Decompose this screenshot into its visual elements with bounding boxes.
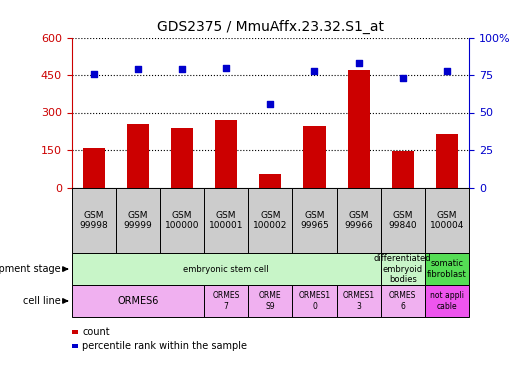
Text: ORME
S9: ORME S9 <box>259 291 281 310</box>
Text: GSM
99965: GSM 99965 <box>300 211 329 230</box>
Bar <box>381 253 425 285</box>
Bar <box>72 330 78 334</box>
Bar <box>381 188 425 253</box>
Bar <box>116 188 160 253</box>
Text: ORMES
7: ORMES 7 <box>213 291 240 310</box>
Bar <box>171 128 193 188</box>
Text: GSM
100001: GSM 100001 <box>209 211 243 230</box>
Text: GSM
99966: GSM 99966 <box>344 211 373 230</box>
Bar <box>293 285 337 317</box>
Text: development stage: development stage <box>0 264 61 274</box>
Bar <box>425 188 469 253</box>
Point <box>443 68 451 74</box>
Bar <box>259 174 281 188</box>
Bar <box>303 126 325 188</box>
Bar <box>392 150 414 188</box>
Bar <box>127 124 149 188</box>
Bar <box>204 285 248 317</box>
Text: GSM
100000: GSM 100000 <box>165 211 199 230</box>
Bar <box>337 188 381 253</box>
Text: GSM
100004: GSM 100004 <box>430 211 464 230</box>
Point <box>222 64 231 70</box>
Point <box>355 60 363 66</box>
Text: differentiated
embryoid
bodies: differentiated embryoid bodies <box>374 254 431 284</box>
Bar <box>72 344 78 348</box>
Text: GSM
100002: GSM 100002 <box>253 211 287 230</box>
Bar <box>204 188 248 253</box>
Text: embryonic stem cell: embryonic stem cell <box>183 265 269 274</box>
Text: percentile rank within the sample: percentile rank within the sample <box>82 341 247 351</box>
Bar <box>293 188 337 253</box>
Bar <box>72 188 116 253</box>
Text: ORMES
6: ORMES 6 <box>389 291 417 310</box>
Bar <box>72 285 204 317</box>
Bar <box>248 188 293 253</box>
Text: ORMES1
3: ORMES1 3 <box>342 291 375 310</box>
Point <box>310 68 319 74</box>
Text: count: count <box>82 327 110 337</box>
Bar <box>83 147 105 188</box>
Text: cell line: cell line <box>23 296 61 306</box>
Text: GSM
99840: GSM 99840 <box>388 211 417 230</box>
Text: ORMES6: ORMES6 <box>117 296 158 306</box>
Bar <box>425 253 469 285</box>
Bar <box>337 285 381 317</box>
Bar <box>381 285 425 317</box>
Text: GSM
99998: GSM 99998 <box>80 211 108 230</box>
Bar <box>72 253 381 285</box>
Point <box>134 66 142 72</box>
Bar <box>425 285 469 317</box>
Title: GDS2375 / MmuAffx.23.32.S1_at: GDS2375 / MmuAffx.23.32.S1_at <box>157 20 384 34</box>
Bar <box>215 120 237 188</box>
Point <box>90 70 98 76</box>
Bar <box>160 188 204 253</box>
Bar <box>348 70 369 188</box>
Bar <box>436 134 458 188</box>
Text: not appli
cable: not appli cable <box>430 291 464 310</box>
Text: GSM
99999: GSM 99999 <box>123 211 152 230</box>
Point <box>178 66 186 72</box>
Point <box>266 100 275 106</box>
Bar <box>248 285 293 317</box>
Point <box>399 75 407 81</box>
Text: somatic
fibroblast: somatic fibroblast <box>427 260 467 279</box>
Text: ORMES1
0: ORMES1 0 <box>298 291 331 310</box>
